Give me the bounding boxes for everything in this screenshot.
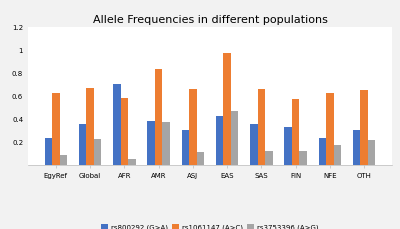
Bar bbox=[52, 94, 60, 165]
Bar bbox=[353, 131, 360, 165]
Bar bbox=[223, 54, 231, 165]
Bar bbox=[197, 152, 204, 165]
Bar bbox=[120, 98, 128, 165]
Bar bbox=[258, 89, 265, 165]
Bar bbox=[368, 141, 376, 165]
Bar bbox=[79, 125, 86, 165]
Bar bbox=[94, 140, 102, 165]
Bar bbox=[86, 88, 94, 165]
Bar bbox=[189, 89, 197, 165]
Bar bbox=[360, 90, 368, 165]
Bar bbox=[265, 151, 273, 165]
Bar bbox=[300, 151, 307, 165]
Legend: rs800292 (G>A), rs1061147 (A>C), rs3753396 (A>G): rs800292 (G>A), rs1061147 (A>C), rs37533… bbox=[99, 221, 321, 229]
Bar bbox=[128, 159, 136, 165]
Bar bbox=[216, 117, 223, 165]
Bar bbox=[250, 125, 258, 165]
Bar bbox=[44, 139, 52, 165]
Bar bbox=[292, 100, 300, 165]
Title: Allele Frequencies in different populations: Allele Frequencies in different populati… bbox=[92, 15, 328, 25]
Bar bbox=[318, 139, 326, 165]
Bar bbox=[155, 70, 162, 165]
Bar bbox=[162, 123, 170, 165]
Bar bbox=[182, 131, 189, 165]
Bar bbox=[147, 121, 155, 165]
Bar bbox=[60, 156, 67, 165]
Bar bbox=[334, 145, 341, 165]
Bar bbox=[326, 94, 334, 165]
Bar bbox=[113, 85, 120, 165]
Bar bbox=[231, 111, 238, 165]
Bar bbox=[284, 127, 292, 165]
